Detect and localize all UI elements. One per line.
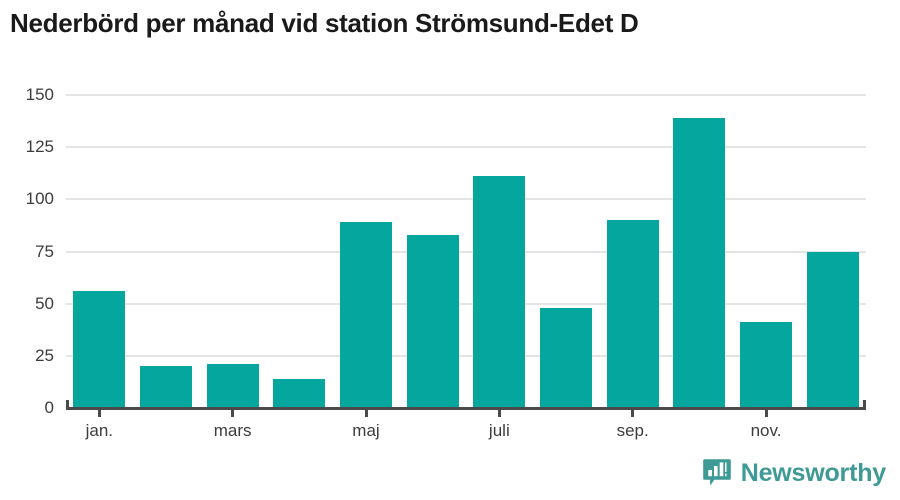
x-axis-tick-mark	[364, 408, 368, 417]
y-axis-tick-label: 25	[35, 345, 54, 365]
bar-okt[interactable]	[673, 117, 726, 408]
bar-aug[interactable]	[540, 307, 592, 408]
x-axis-tick-label: mars	[213, 421, 252, 440]
x-axis-right-cap	[863, 400, 866, 410]
x-axis-tick-label: sep.	[616, 421, 649, 440]
page-title: Nederbörd per månad vid station Strömsun…	[10, 8, 639, 38]
x-axis-tick-label: maj	[352, 421, 380, 440]
bar-feb[interactable]	[140, 366, 192, 408]
x-axis-left-cap	[66, 400, 69, 410]
bar-juni[interactable]	[406, 234, 459, 408]
bar-dec[interactable]	[806, 251, 859, 408]
x-axis-tick-mark	[764, 408, 768, 417]
bar-apr[interactable]	[273, 378, 326, 408]
gridline	[66, 94, 866, 96]
newsworthy-bar-chart-bubble-icon	[702, 458, 732, 488]
newsworthy-logo[interactable]: Newsworthy	[702, 458, 886, 488]
bar-juli[interactable]	[473, 176, 526, 408]
gridline	[66, 198, 866, 201]
x-axis-tick-label: nov.	[750, 421, 782, 440]
bars-group	[66, 95, 866, 408]
y-axis-tick-label: 100	[25, 189, 54, 209]
x-axis-tick-label: jan.	[85, 421, 114, 440]
bar-sep[interactable]	[606, 220, 659, 408]
x-axis-tick-mark	[497, 408, 501, 417]
gridlines-group	[66, 94, 866, 408]
x-axis-line	[66, 407, 866, 410]
y-axis-tick-label: 0	[44, 398, 54, 417]
bar-nov[interactable]	[740, 322, 792, 408]
gridline	[66, 302, 866, 305]
x-axis-tick-label: juli	[488, 421, 510, 440]
y-axis-tick-label: 75	[35, 241, 54, 261]
gridline	[66, 250, 866, 253]
bar-jan[interactable]	[73, 291, 126, 408]
x-axis-tick-mark	[97, 408, 101, 417]
y-axis-tick-label: 50	[35, 293, 54, 313]
y-axis-tick-label: 150	[25, 85, 54, 104]
bar-maj[interactable]	[340, 222, 392, 408]
x-axis-tick-mark	[631, 408, 635, 417]
x-axis-tick-mark	[231, 408, 235, 417]
newsworthy-brand-text: Newsworthy	[740, 458, 886, 487]
gridline	[66, 354, 866, 357]
bar-mars[interactable]	[206, 364, 259, 408]
gridline	[66, 146, 866, 149]
y-axis-tick-label: 125	[25, 137, 54, 157]
